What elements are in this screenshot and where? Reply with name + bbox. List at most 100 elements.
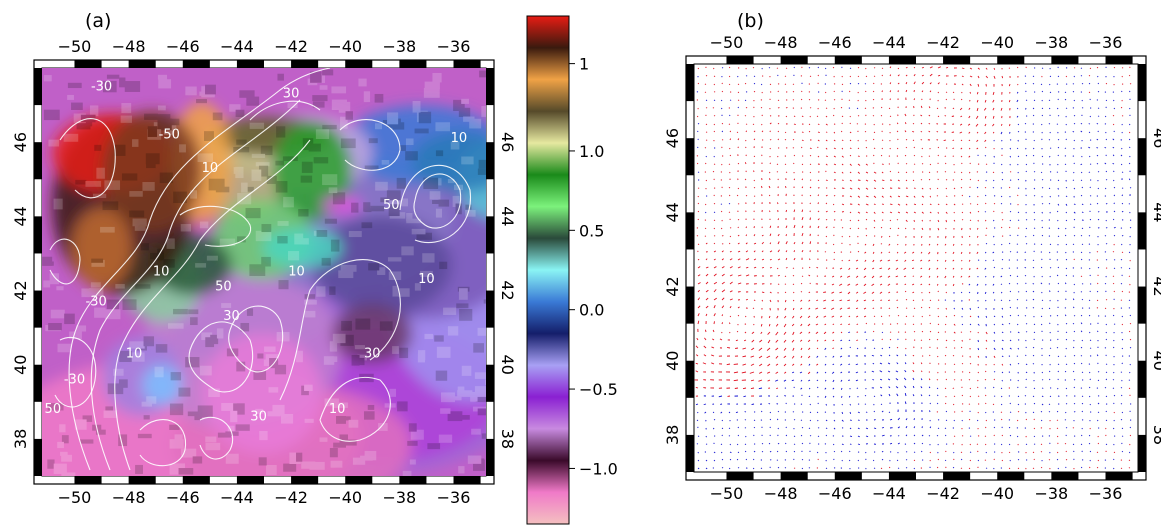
- velocity-vector: [855, 283, 859, 286]
- velocity-vector: [1032, 298, 1035, 301]
- velocity-vector: [1056, 451, 1059, 454]
- velocity-vector: [737, 83, 740, 86]
- velocity-vector: [1113, 66, 1116, 69]
- lon-tick-label-bottom: −38: [382, 488, 416, 507]
- velocity-vector: [936, 466, 939, 469]
- velocity-vector: [865, 427, 869, 430]
- velocity-vector: [840, 379, 843, 382]
- velocity-vector: [928, 114, 931, 117]
- velocity-vector: [1128, 74, 1131, 77]
- velocity-vector: [889, 82, 892, 85]
- velocity-vector: [969, 387, 971, 390]
- velocity-vector: [849, 411, 852, 414]
- velocity-vector: [960, 458, 963, 461]
- velocity-vector: [808, 299, 811, 302]
- velocity-vector: [857, 195, 861, 198]
- velocity-vector: [857, 203, 860, 206]
- velocity-vector: [889, 66, 892, 69]
- velocity-vector: [704, 411, 707, 414]
- velocity-vector: [929, 90, 932, 93]
- velocity-vector: [761, 241, 764, 245]
- field-texture-cell: [387, 112, 399, 125]
- velocity-vector: [977, 306, 980, 309]
- velocity-vector: [1017, 467, 1020, 470]
- velocity-vector: [872, 459, 875, 462]
- field-texture-cell: [113, 368, 124, 376]
- velocity-vector: [1008, 451, 1011, 454]
- velocity-vector: [769, 418, 772, 421]
- velocity-vector: [759, 339, 763, 343]
- frame-bar-top: [128, 60, 156, 68]
- velocity-vector: [825, 226, 828, 229]
- velocity-vector: [992, 115, 995, 119]
- field-texture-cell: [143, 336, 155, 347]
- velocity-vector: [737, 242, 740, 245]
- lon-tick-label-bottom: −38: [1034, 484, 1068, 503]
- velocity-vector: [920, 130, 923, 133]
- velocity-vector: [1105, 323, 1107, 326]
- velocity-vector: [1041, 107, 1044, 110]
- velocity-vector: [984, 131, 987, 135]
- velocity-vector: [1009, 299, 1011, 302]
- velocity-vector: [775, 371, 779, 374]
- lon-tick-label-bottom: −46: [818, 484, 852, 503]
- lon-tick-label-top: −42: [274, 37, 308, 56]
- velocity-vector: [1121, 347, 1124, 350]
- lat-tick-label-left: 44: [663, 202, 682, 222]
- velocity-vector: [960, 187, 963, 189]
- velocity-vector: [897, 67, 900, 70]
- velocity-vector: [928, 283, 931, 286]
- velocity-vector: [712, 338, 715, 341]
- velocity-vector: [1073, 75, 1075, 78]
- field-texture-cell: [185, 86, 197, 96]
- velocity-vector: [721, 273, 725, 277]
- velocity-vector: [761, 185, 763, 189]
- field-texture-cell: [166, 238, 175, 249]
- field-texture-cell: [287, 102, 298, 109]
- velocity-vector: [1072, 370, 1075, 373]
- velocity-vector: [1128, 459, 1131, 461]
- velocity-vector: [1033, 211, 1035, 214]
- field-texture-cell: [241, 186, 254, 192]
- velocity-vector: [913, 154, 916, 157]
- velocity-vector: [1129, 146, 1131, 149]
- velocity-vector: [873, 187, 876, 190]
- field-texture-cell: [435, 178, 442, 186]
- velocity-vector: [1112, 114, 1115, 117]
- field-texture-cell: [157, 105, 166, 111]
- field-texture-cell: [322, 174, 338, 186]
- velocity-vector: [912, 122, 915, 125]
- velocity-vector: [816, 339, 819, 342]
- velocity-vector: [904, 401, 907, 405]
- velocity-vector: [817, 210, 820, 213]
- velocity-vector: [792, 363, 795, 366]
- velocity-vector: [1040, 243, 1043, 246]
- velocity-vector: [888, 307, 891, 310]
- velocity-vector: [888, 354, 891, 357]
- field-texture-cell: [410, 429, 424, 440]
- velocity-vector: [1009, 155, 1012, 158]
- field-texture-cell: [438, 434, 453, 443]
- velocity-vector: [1080, 443, 1083, 446]
- velocity-vector: [871, 283, 875, 286]
- velocity-vector: [785, 115, 788, 118]
- velocity-vector: [848, 339, 851, 342]
- velocity-vector: [1073, 99, 1075, 102]
- velocity-vector: [1072, 91, 1075, 93]
- velocity-vector: [887, 362, 891, 365]
- velocity-vector: [848, 459, 851, 462]
- velocity-vector: [729, 138, 732, 141]
- velocity-vector: [1128, 267, 1131, 270]
- velocity-vector: [864, 259, 867, 262]
- field-texture-cell: [322, 69, 334, 76]
- velocity-vector: [1065, 338, 1068, 341]
- velocity-vector: [1096, 163, 1099, 165]
- frame-bar-right: [1138, 434, 1146, 472]
- velocity-vector: [729, 250, 732, 253]
- velocity-vector: [857, 227, 860, 230]
- velocity-vector: [912, 130, 915, 133]
- velocity-vector: [880, 115, 883, 117]
- velocity-vector: [1097, 82, 1100, 85]
- frame-bar-bottom: [128, 476, 156, 484]
- velocity-vector: [1041, 395, 1044, 398]
